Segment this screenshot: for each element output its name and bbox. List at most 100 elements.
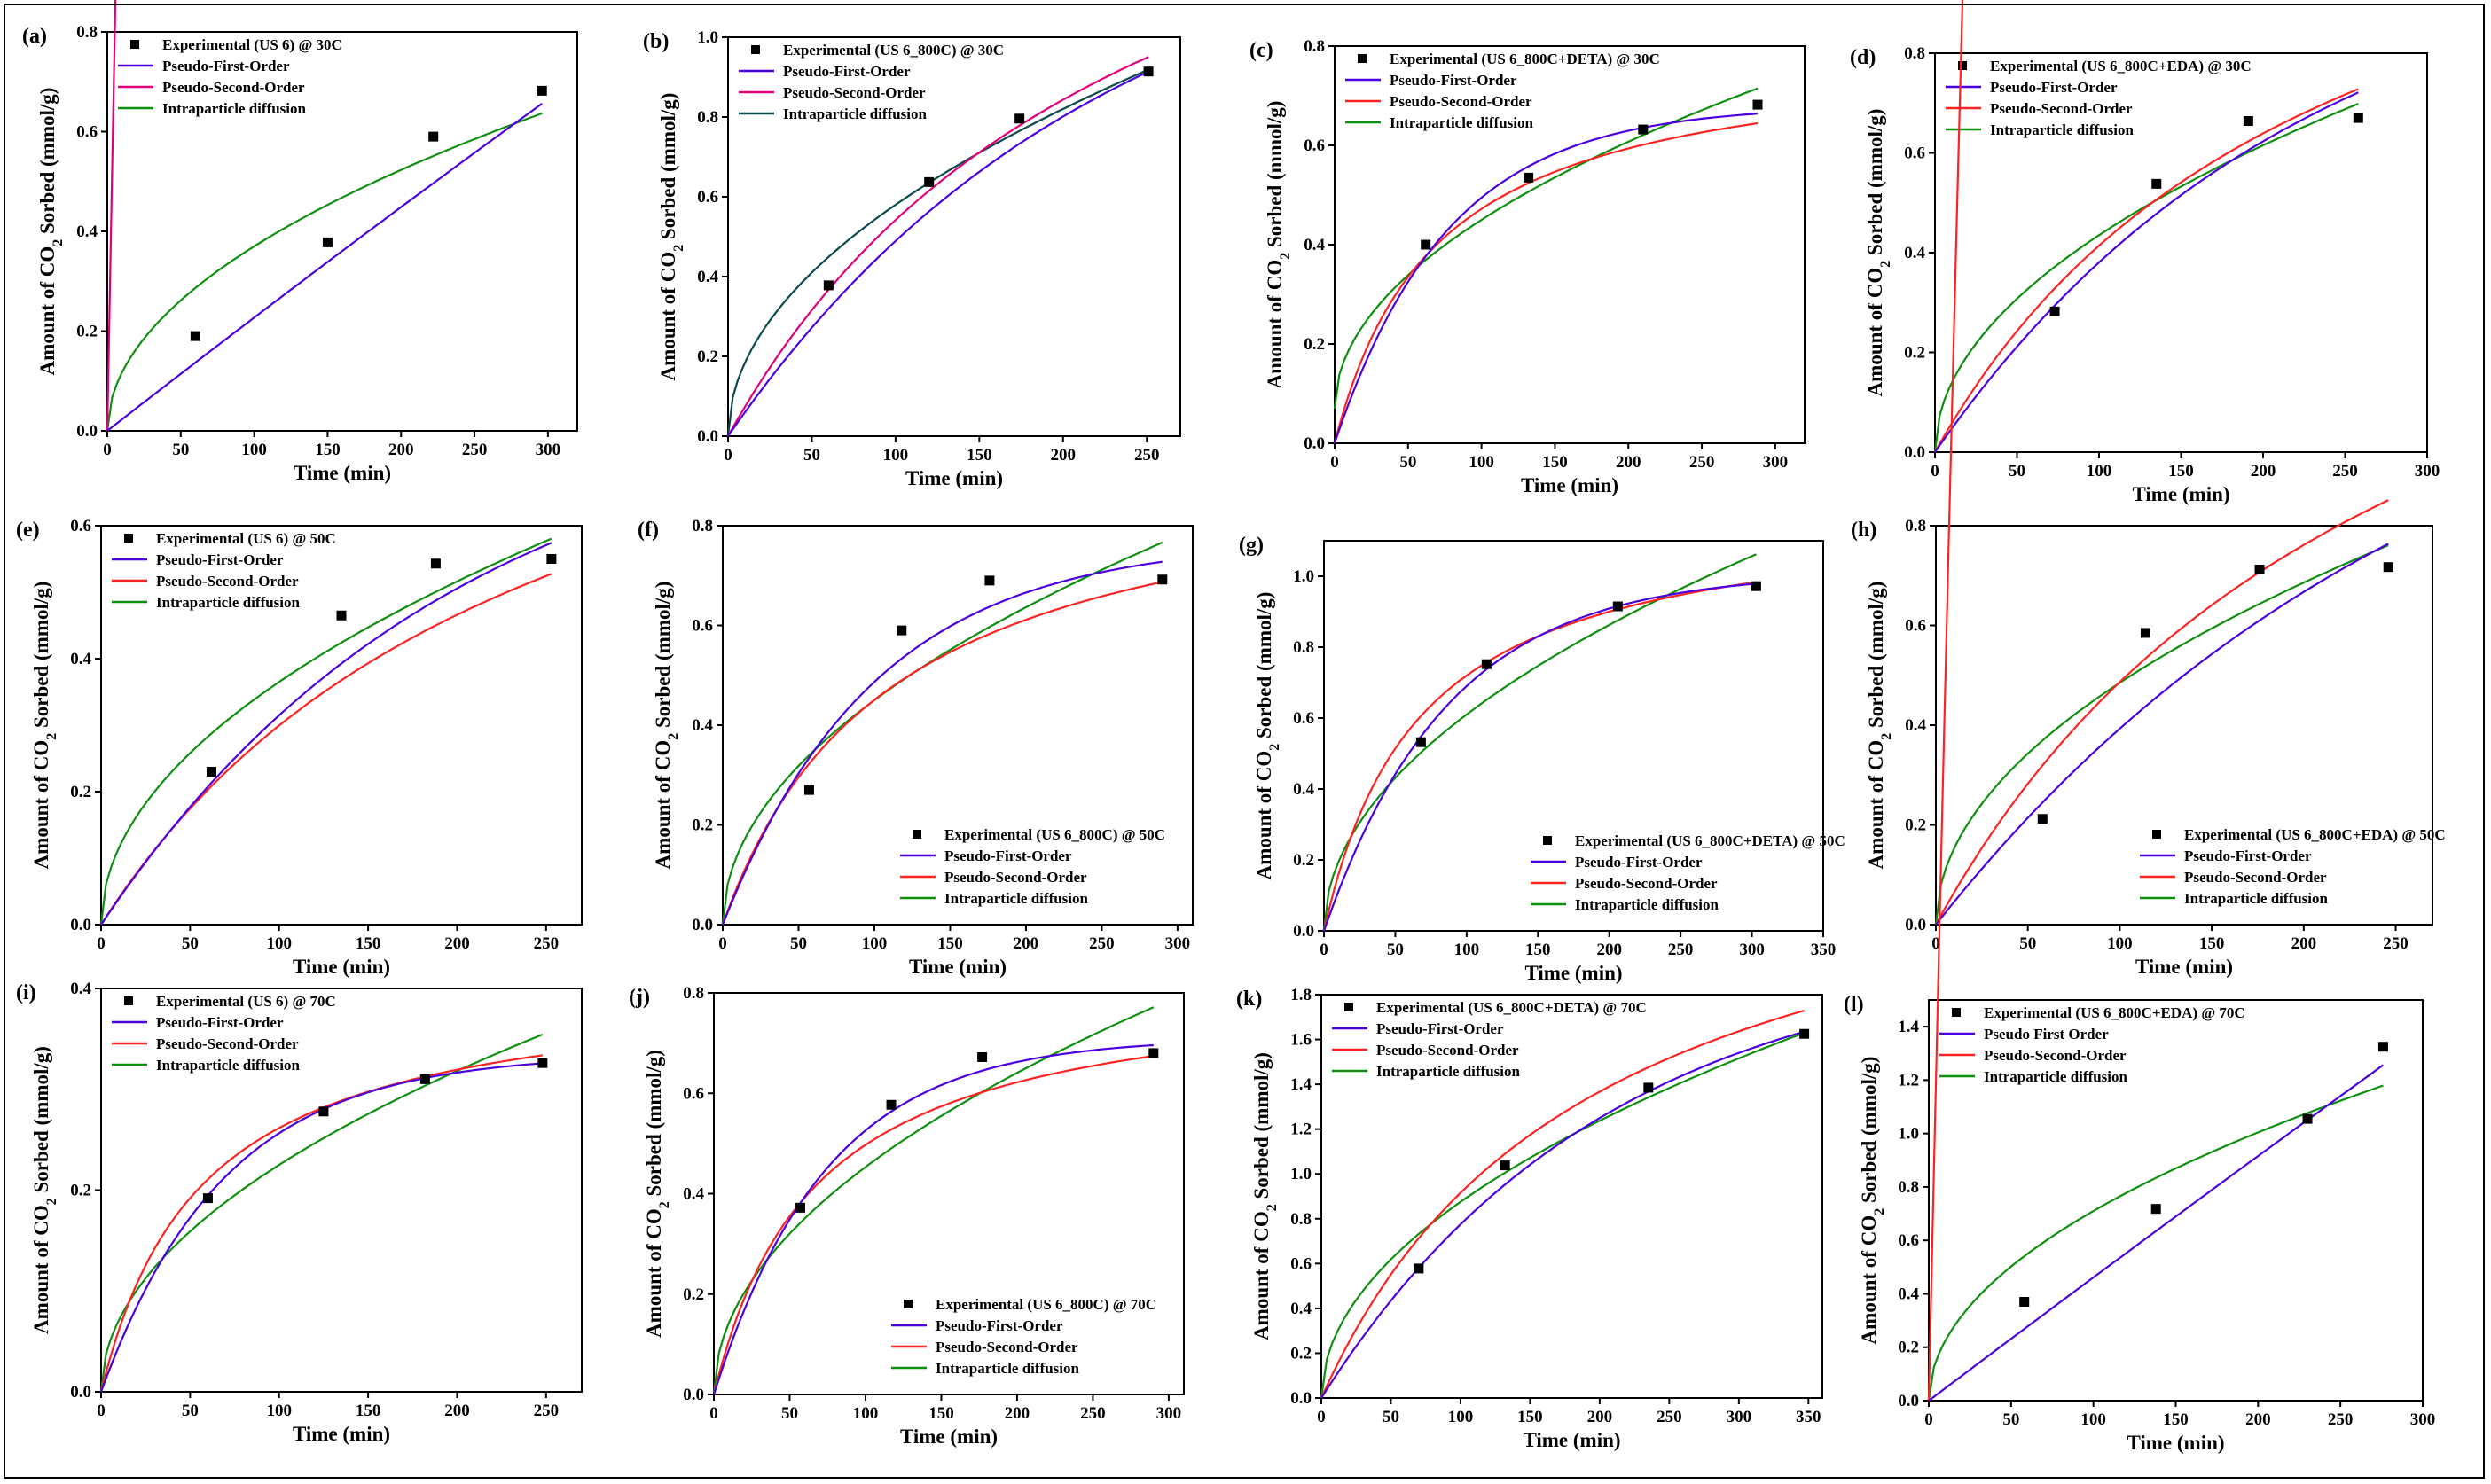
- chart-panel-b: 0 50 100 150 200 250 0.0 0.2 0.4 0.6 0.8 1.0 Time (m…: [643, 28, 1181, 489]
- x-tick-label: 250: [462, 441, 488, 459]
- x-tick-label: 250: [1689, 453, 1715, 472]
- data-point-experimental: [2150, 1204, 2161, 1215]
- x-tick-label: 150: [356, 1402, 381, 1420]
- y-tick-label: 1.0: [1290, 1165, 1312, 1183]
- legend: Experimental (US 6_800C+DETA) @ 30C Pseud…: [1345, 51, 1660, 131]
- data-point-experimental: [1752, 99, 1763, 110]
- y-axis-title: Amount of CO2 Sorbed (mmol/g): [1865, 582, 1894, 870]
- legend-label: Pseudo First Order: [1984, 1026, 2109, 1043]
- data-point-experimental: [1143, 66, 1154, 77]
- data-point-experimental: [2377, 1042, 2388, 1052]
- y-tick-label: 0.4: [70, 650, 91, 668]
- x-tick-label: 0: [97, 934, 106, 953]
- x-tick-label: 200: [1005, 1404, 1030, 1423]
- x-axis-title: Time (min): [2132, 483, 2229, 505]
- chart-panel-k: 0 50 100 150 200 250 300 350 0.0 0.2 0.4 0.6 0.8 1.0 1…: [1236, 986, 1823, 1451]
- legend-label: Intraparticle diffusion: [944, 890, 1089, 907]
- x-tick-label: 100: [853, 1404, 879, 1423]
- panel-label: (l): [1844, 993, 1864, 1016]
- x-tick-label: 100: [883, 446, 909, 465]
- data-point-experimental: [2302, 1113, 2313, 1124]
- data-point-experimental: [2019, 1297, 2030, 1308]
- legend-label: Pseudo-First-Order: [1575, 854, 1703, 871]
- legend-label: Pseudo-First-Order: [1376, 1020, 1504, 1037]
- data-point-experimental: [897, 625, 907, 636]
- legend-label: Pseudo-Second-Order: [783, 84, 926, 101]
- series-line-pfo: [1934, 91, 2359, 453]
- series-line-ipd: [721, 541, 1163, 926]
- series-line-ipd: [1320, 1031, 1805, 1399]
- legend-label: Pseudo-First-Order: [156, 1014, 284, 1031]
- x-axis-title: Time (min): [1523, 1429, 1620, 1451]
- y-tick-label: 0.2: [697, 348, 718, 366]
- legend-label: Intraparticle diffusion: [156, 1057, 301, 1074]
- y-tick-label: 1.0: [1293, 567, 1314, 586]
- x-tick-label: 150: [967, 446, 992, 465]
- x-tick-label: 250: [534, 1402, 560, 1420]
- y-axis-title: Amount of CO2 Sorbed (mmol/g): [1253, 592, 1282, 880]
- series-line-ipd: [99, 537, 552, 926]
- y-tick-label: 0.2: [70, 1182, 91, 1200]
- panel-label: (f): [638, 519, 659, 542]
- legend-marker-experimental: [124, 996, 133, 1005]
- legend-label: Pseudo-Second-Order: [156, 1035, 299, 1052]
- x-axis-title: Time (min): [1521, 474, 1618, 496]
- series-line-ipd: [99, 1033, 544, 1393]
- series-line-ipd: [712, 1006, 1155, 1395]
- plot-area-frame: [713, 992, 1185, 1395]
- y-tick-label: 0.2: [1290, 1344, 1312, 1363]
- legend-label: Intraparticle diffusion: [162, 100, 307, 117]
- plot-area-frame: [1323, 540, 1824, 932]
- data-point-experimental: [202, 1193, 213, 1204]
- x-tick-label: 150: [1525, 941, 1551, 959]
- series-line-pfo: [712, 1043, 1154, 1395]
- data-point-experimental: [1148, 1048, 1159, 1058]
- panel-label: (i): [16, 981, 36, 1004]
- data-point-experimental: [2254, 565, 2265, 574]
- y-tick-label: 0.8: [1304, 37, 1325, 56]
- plot-area-frame: [100, 525, 583, 926]
- legend-label: Experimental (US 6_800C+DETA) @ 50C: [1575, 832, 1845, 849]
- series-line-pso: [1935, 499, 2389, 926]
- legend-label: Pseudo-First-Order: [2184, 847, 2312, 864]
- x-tick-label: 200: [2251, 462, 2276, 480]
- legend-label: Pseudo-Second-Order: [944, 869, 1087, 886]
- y-tick-label: 0.0: [683, 1386, 704, 1404]
- data-point-experimental: [430, 558, 441, 569]
- y-axis-title: Amount of CO2 Sorbed (mmol/g): [652, 582, 681, 870]
- x-tick-label: 0: [1317, 1408, 1326, 1426]
- y-tick-label: 0.8: [692, 517, 713, 535]
- y-tick-label: 0.4: [1904, 244, 1925, 262]
- y-tick-label: 0.4: [1290, 1300, 1312, 1318]
- panel-label: (h): [1851, 519, 1876, 542]
- x-tick-label: 250: [1089, 934, 1115, 953]
- series-line-pso: [99, 1054, 543, 1393]
- data-point-experimental: [795, 1202, 805, 1213]
- y-tick-label: 0.4: [697, 268, 718, 286]
- x-tick-label: 250: [1134, 446, 1160, 465]
- data-point-experimental: [206, 767, 216, 777]
- x-tick-label: 100: [2087, 462, 2112, 480]
- chart-panel-f: 0 50 100 150 200 250 300 0.0 0.2 0.4 0.6 0.8 Time (m…: [638, 517, 1194, 978]
- x-tick-label: 50: [1387, 941, 1404, 959]
- legend-label: Experimental (US 6_800C+EDA) @ 50C: [2184, 826, 2446, 843]
- y-tick-label: 0.4: [1898, 1285, 1919, 1303]
- y-tick-label: 0.4: [76, 223, 98, 241]
- plot-area-frame: [727, 36, 1181, 437]
- x-tick-label: 150: [1517, 1408, 1543, 1426]
- x-tick-label: 100: [241, 441, 267, 459]
- y-tick-label: 0.6: [1293, 709, 1314, 728]
- data-point-experimental: [1612, 601, 1623, 612]
- y-tick-label: 0.2: [76, 323, 98, 341]
- x-tick-label: 150: [937, 934, 963, 953]
- x-tick-label: 0: [718, 934, 727, 953]
- chart-panel-i: 0 50 100 150 200 250 0.0 0.2 0.4 Time (min) Amount…: [16, 980, 583, 1445]
- y-tick-label: 0.2: [692, 816, 713, 835]
- x-tick-label: 0: [724, 446, 732, 465]
- panel-label: (c): [1249, 39, 1273, 62]
- y-tick-label: 0.0: [692, 916, 713, 934]
- y-tick-label: 0.8: [697, 108, 718, 127]
- data-point-experimental: [1481, 659, 1492, 669]
- y-axis-title: Amount of CO2 Sorbed (mmol/g): [1858, 1057, 1887, 1345]
